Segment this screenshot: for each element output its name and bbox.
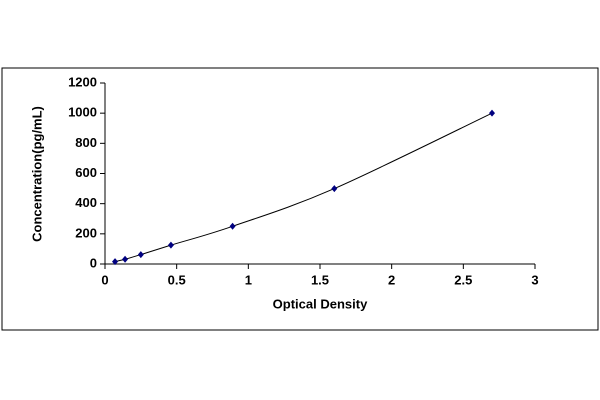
x-tick-label: 2.5 [454,272,472,287]
marker [229,222,236,230]
y-tick-label: 800 [75,135,97,150]
chart-border [1,67,599,331]
marker [122,255,129,263]
marker [112,258,119,266]
y-tick-label: 1000 [68,105,97,120]
x-tick-label: 0 [101,272,108,287]
curve [114,112,493,263]
y-tick-label: 600 [75,165,97,180]
marker [331,185,338,193]
x-tick-label: 1.5 [311,272,329,287]
marker [489,109,495,117]
x-tick-label: 3 [531,272,538,287]
y-tick-label: 0 [90,255,97,270]
x-axis-label: Optical Density [273,296,368,311]
y-axis-label: Concentration(pg/mL) [29,106,44,242]
x-tick-label: 1 [245,272,252,287]
marker [137,251,144,259]
x-tick-label: 2 [388,272,395,287]
x-tick-label: 0.5 [168,272,186,287]
y-tick-label: 200 [75,225,97,240]
y-tick-label: 400 [75,195,97,210]
y-tick-label: 1200 [68,74,97,89]
marker [167,241,174,249]
